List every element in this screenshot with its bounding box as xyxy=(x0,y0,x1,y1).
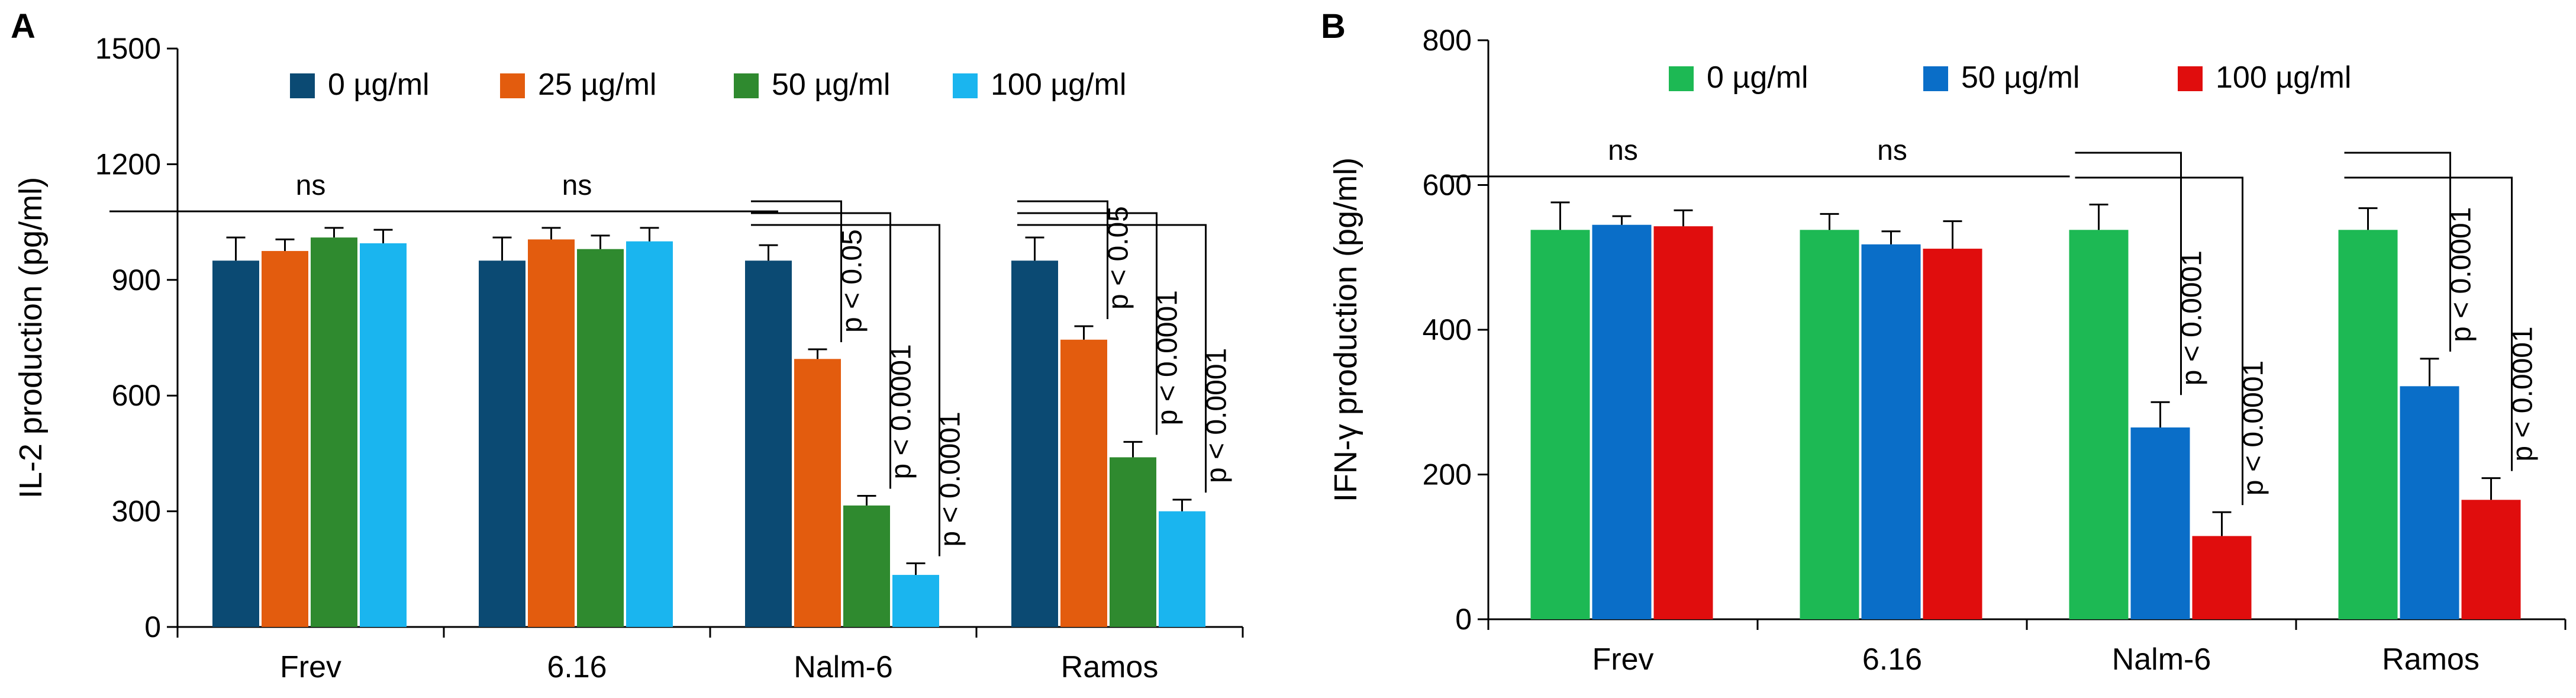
x-tick-label: Ramos xyxy=(2382,642,2480,677)
bar xyxy=(1530,230,1590,619)
y-axis-title: IFN-γ production (pg/ml) xyxy=(1328,157,1363,502)
x-tick-label: Frev xyxy=(280,650,341,684)
bar xyxy=(2192,536,2252,619)
x-tick-label: Frev xyxy=(1592,642,1654,677)
legend-label: 0 µg/ml xyxy=(328,67,430,102)
sig-bracket xyxy=(1017,200,1108,319)
legend-label: 50 µg/ml xyxy=(1961,60,2080,95)
bar xyxy=(2130,427,2190,619)
y-tick-label: 900 xyxy=(112,263,161,297)
bar xyxy=(794,359,841,627)
bar xyxy=(528,239,575,627)
y-tick-label: 0 xyxy=(144,610,161,644)
p-value-label: p < 0.0001 xyxy=(2507,326,2539,461)
bar xyxy=(2461,500,2521,619)
legend-swatch xyxy=(1669,66,1694,91)
legend-swatch xyxy=(1923,66,1948,91)
x-tick-label: Ramos xyxy=(1061,650,1159,684)
ns-label: ns xyxy=(1608,135,1638,166)
panel-a: A IL-2 production (pg/ml) 0 300 600 900 1200 15… xyxy=(11,7,1244,684)
sig-bracket xyxy=(1017,212,1158,435)
sig-bracket xyxy=(2344,176,2513,471)
sig-bracket xyxy=(751,200,842,343)
p-value-label: p < 0.0001 xyxy=(1201,348,1233,483)
bar xyxy=(262,250,308,627)
p-value-label: p < 0.05 xyxy=(837,229,868,333)
ns-label: ns xyxy=(1877,135,1907,166)
sig-bracket xyxy=(2075,176,2243,506)
bar xyxy=(843,505,890,627)
bar xyxy=(577,249,624,627)
panel-letter: A xyxy=(11,7,36,46)
y-tick-label: 600 xyxy=(1423,169,1472,202)
sig-bracket xyxy=(2344,152,2451,352)
legend-swatch xyxy=(290,73,315,98)
bar xyxy=(626,241,673,628)
legend-label: 100 µg/ml xyxy=(2216,60,2351,95)
bar xyxy=(1800,230,1859,619)
bar xyxy=(1011,260,1058,627)
y-tick-label: 800 xyxy=(1423,24,1472,57)
y-tick-label: 600 xyxy=(112,379,161,412)
y-axis-title: IL-2 production (pg/ml) xyxy=(13,177,49,498)
bar xyxy=(1923,249,1982,620)
bar xyxy=(479,260,525,627)
sig-bracket xyxy=(2075,152,2182,395)
bar xyxy=(212,260,259,627)
legend-swatch xyxy=(500,73,525,98)
bar xyxy=(2338,230,2398,619)
x-tick-label: 6.16 xyxy=(547,650,607,684)
y-tick-label: 300 xyxy=(112,495,161,528)
p-value-label: p < 0.0001 xyxy=(2238,361,2269,496)
bar xyxy=(2400,386,2459,619)
y-tick-label: 400 xyxy=(1423,313,1472,346)
p-value-label: p < 0.0001 xyxy=(886,344,917,479)
bar xyxy=(1653,226,1713,619)
bar xyxy=(1060,339,1107,627)
ns-label: ns xyxy=(562,170,592,201)
bar xyxy=(745,260,792,627)
panel-b: B IFN-γ production (pg/ml) 0 200 400 600 800 Fr… xyxy=(1321,7,2567,677)
legend-label: 50 µg/ml xyxy=(772,67,890,102)
p-value-label: p < 0.0001 xyxy=(2446,207,2477,342)
p-value-label: p < 0.0001 xyxy=(2177,250,2208,385)
bar xyxy=(360,243,407,627)
legend-label: 0 µg/ml xyxy=(1707,60,1808,95)
x-tick-label: Nalm-6 xyxy=(794,650,893,684)
sig-bracket xyxy=(751,212,891,489)
legend-label: 100 µg/ml xyxy=(991,67,1126,102)
p-value-label: p < 0.0001 xyxy=(1152,290,1184,425)
legend-swatch xyxy=(953,73,978,98)
legend-swatch xyxy=(2178,66,2203,91)
y-tick-label: 1200 xyxy=(95,147,161,181)
x-tick-label: 6.16 xyxy=(1862,642,1922,677)
y-tick-label: 200 xyxy=(1423,458,1472,491)
panel-letter: B xyxy=(1321,7,1346,46)
sig-bracket xyxy=(1017,224,1207,493)
bar xyxy=(1592,224,1652,619)
bar xyxy=(1159,511,1205,627)
bar xyxy=(1861,244,1921,619)
bar xyxy=(892,575,939,627)
bar xyxy=(311,237,357,627)
x-tick-label: Nalm-6 xyxy=(2112,642,2211,677)
legend-label: 25 µg/ml xyxy=(538,67,656,102)
y-tick-label: 0 xyxy=(1455,603,1472,636)
legend-swatch xyxy=(734,73,759,98)
y-tick-label: 1500 xyxy=(95,32,161,65)
p-value-label: p < 0.05 xyxy=(1103,206,1134,310)
p-value-label: p < 0.0001 xyxy=(935,411,966,546)
bar xyxy=(1110,457,1156,627)
sig-bracket xyxy=(751,224,940,557)
bar xyxy=(2069,230,2129,619)
ns-label: ns xyxy=(296,170,326,201)
